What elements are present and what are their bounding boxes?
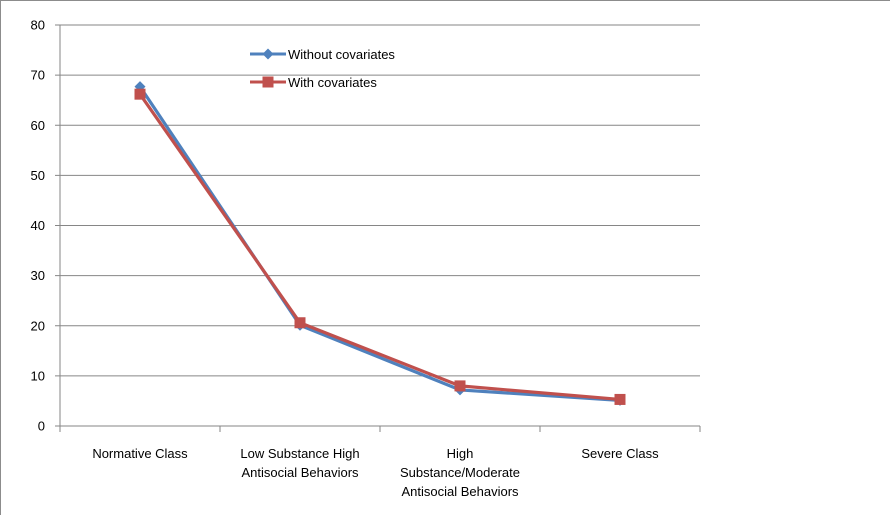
y-axis-tick-labels: 0 10 20 30 40 50 60 70 80 [31,18,45,434]
y-tick-label: 20 [31,318,45,333]
legend-item: With covariates [250,75,377,90]
legend-label: Without covariates [288,47,395,62]
x-tick-label-line: Severe Class [581,446,659,461]
y-tick-label: 70 [31,68,45,83]
series-lines [138,85,621,403]
legend-marker-square [262,76,274,88]
series-line-with-covariates [138,93,621,402]
legend-item: Without covariates [250,47,395,62]
x-tick-label-line: Substance/Moderate [400,465,520,480]
y-tick-label: 80 [31,18,45,33]
y-tick-label: 30 [31,268,45,283]
data-point-square [294,317,306,329]
series-markers [134,81,626,406]
y-tick-label: 60 [31,118,45,133]
y-tick-label: 40 [31,218,45,233]
y-tick-label: 50 [31,168,45,183]
legend: Without covariates With covariates [250,47,395,90]
data-point-square [134,88,146,100]
legend-marker-diamond [262,48,274,60]
legend-label: With covariates [288,75,377,90]
gridlines [60,24,700,377]
x-tick-label: Normative Class [92,446,188,461]
data-point-square [614,393,626,405]
x-tick-label-line: Normative Class [92,446,188,461]
y-tick-label: 10 [31,368,45,383]
x-tick-label-line: Antisocial Behaviors [241,465,359,480]
x-tick-label: Low Substance High Antisocial Behaviors [240,446,359,480]
x-tick-label: High Substance/Moderate Antisocial Behavio… [400,446,520,499]
x-tick-label-line: High [447,446,474,461]
y-tick-label: 0 [38,419,45,434]
data-point-square [454,380,466,392]
axes [55,24,701,432]
x-axis-tick-labels: Normative Class Low Substance High Antisoc… [92,446,659,499]
x-tick-label: Severe Class [581,446,659,461]
x-tick-label-line: Antisocial Behaviors [401,484,519,499]
x-tick-label-line: Low Substance High [240,446,359,461]
